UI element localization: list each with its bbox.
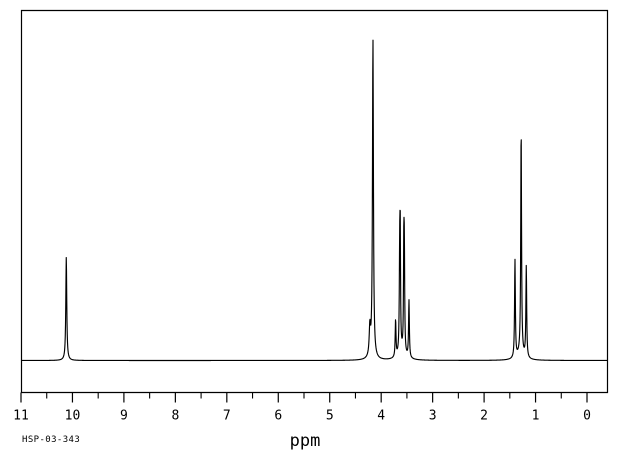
tick-label-11: 11 [13,409,29,424]
plot-frame [20,9,609,394]
x-axis-title: ppm [290,431,321,451]
tick-label-6: 6 [274,409,282,424]
tick-label-1: 1 [532,409,540,424]
spectrum-trace [20,39,609,362]
tick-label-2: 2 [480,409,488,424]
axis-tick-labels: 11 10 9 8 7 6 5 4 3 2 1 0 [13,409,591,424]
tick-label-9: 9 [120,409,128,424]
tick-label-0: 0 [583,409,591,424]
axis-tick-marks [20,392,588,403]
tick-label-8: 8 [171,409,179,424]
tick-label-10: 10 [65,409,81,424]
tick-label-7: 7 [223,409,231,424]
tick-label-5: 5 [326,409,334,424]
tick-label-3: 3 [429,409,437,424]
sample-id-label: HSP-03-343 [22,435,80,445]
tick-label-4: 4 [377,409,385,424]
